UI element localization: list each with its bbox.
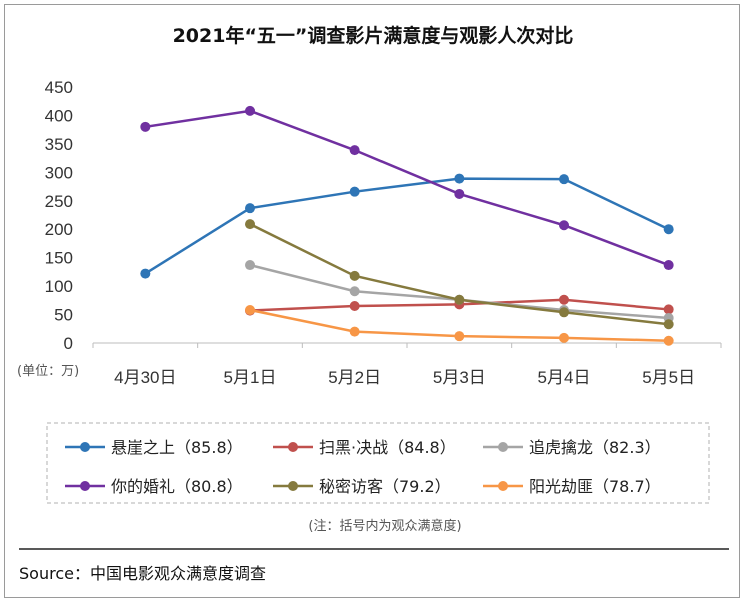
data-point — [559, 220, 569, 231]
data-point — [663, 304, 674, 315]
series-3 — [140, 105, 674, 271]
legend-note: (注：括号内为观众满意度) — [308, 518, 461, 534]
legend-label: 秘密访客（79.2） — [319, 477, 451, 496]
series-5 — [245, 305, 674, 346]
x-tick-label: 4月30日 — [114, 368, 176, 387]
data-point — [559, 332, 569, 343]
data-point — [663, 260, 674, 271]
series-line — [249, 263, 669, 320]
y-tick-label: 250 — [45, 192, 73, 211]
legend-swatch-marker — [288, 442, 298, 452]
data-point — [245, 260, 255, 271]
legend-swatch-marker — [498, 442, 508, 452]
y-tick-label: 100 — [45, 277, 73, 296]
chart-title: 2021年“五一”调查影片满意度与观影人次对比 — [173, 24, 574, 47]
x-tick-label: 5月5日 — [642, 368, 695, 387]
legend-item: 阳光劫匪（78.7） — [483, 477, 661, 496]
data-point — [140, 268, 151, 279]
data-point — [559, 174, 569, 185]
unit-label: (单位：万) — [17, 364, 79, 379]
legend-label: 追虎擒龙（82.3） — [529, 438, 661, 457]
legend-label: 扫黑·决战（84.8） — [319, 438, 456, 457]
data-point — [663, 335, 674, 346]
series-layer — [140, 105, 674, 346]
legend-swatch-marker — [80, 442, 90, 452]
x-tick-label: 5月3日 — [433, 368, 486, 387]
chart-canvas: 2021年“五一”调查影片满意度与观影人次对比 0 50 100 150 200 250 3… — [17, 24, 729, 583]
legend: 悬崖之上（85.8） 扫黑·决战（84.8） 追虎擒龙（82.3） 你的婚礼（80.8… — [65, 438, 661, 496]
legend-swatch-marker — [80, 481, 90, 491]
x-tick-label: 5月1日 — [224, 368, 277, 387]
data-point — [663, 319, 674, 330]
legend-box — [46, 422, 710, 504]
legend-item: 秘密访客（79.2） — [273, 477, 451, 496]
data-point — [454, 173, 465, 184]
x-tick-label: 5月2日 — [328, 368, 381, 387]
series-4 — [245, 219, 674, 330]
legend-swatch-marker — [288, 481, 298, 491]
y-tick-label: 0 — [64, 334, 73, 353]
legend-label: 阳光劫匪（78.7） — [529, 477, 661, 496]
legend-item: 追虎擒龙（82.3） — [483, 438, 661, 457]
y-tick-label: 400 — [45, 106, 73, 125]
data-point — [454, 294, 465, 305]
series-2 — [245, 260, 674, 323]
y-tick-label: 300 — [45, 163, 73, 182]
legend-item: 悬崖之上（85.8） — [65, 438, 243, 457]
y-tick-label: 450 — [45, 78, 73, 97]
data-point — [349, 286, 360, 297]
series-0 — [140, 173, 674, 279]
data-point — [559, 307, 569, 318]
data-point — [349, 186, 360, 197]
data-point — [349, 326, 360, 337]
data-point — [559, 294, 569, 305]
x-axis-ticks: 4月30日 5月1日 5月2日 5月3日 5月4日 5月5日 — [92, 343, 722, 387]
legend-swatch-marker — [498, 481, 508, 491]
data-point — [454, 188, 465, 199]
legend-item: 你的婚礼（80.8） — [65, 477, 243, 496]
series-line — [144, 177, 670, 275]
data-point — [663, 224, 674, 235]
data-point — [245, 219, 255, 230]
legend-label: 悬崖之上（85.8） — [111, 438, 243, 457]
y-tick-label: 150 — [45, 249, 73, 268]
y-tick-label: 200 — [45, 220, 73, 239]
y-tick-label: 350 — [45, 135, 73, 154]
source-text: Source：中国电影观众满意度调查 — [19, 564, 266, 583]
y-axis-ticks: 0 50 100 150 200 250 300 350 400 450 — [45, 78, 73, 353]
legend-item: 扫黑·决战（84.8） — [273, 438, 456, 457]
data-point — [454, 331, 465, 342]
data-point — [349, 270, 360, 281]
data-point — [349, 145, 360, 156]
data-point — [245, 203, 255, 214]
data-point — [349, 301, 360, 312]
legend-label: 你的婚礼（80.8） — [111, 477, 243, 496]
series-line — [145, 109, 670, 267]
data-point — [140, 121, 151, 132]
data-point — [245, 305, 255, 316]
data-point — [245, 105, 255, 116]
chart-frame: 2021年“五一”调查影片满意度与观影人次对比 0 50 100 150 200 250 3… — [4, 4, 740, 598]
y-tick-label: 50 — [54, 306, 73, 325]
x-tick-label: 5月4日 — [538, 368, 591, 387]
